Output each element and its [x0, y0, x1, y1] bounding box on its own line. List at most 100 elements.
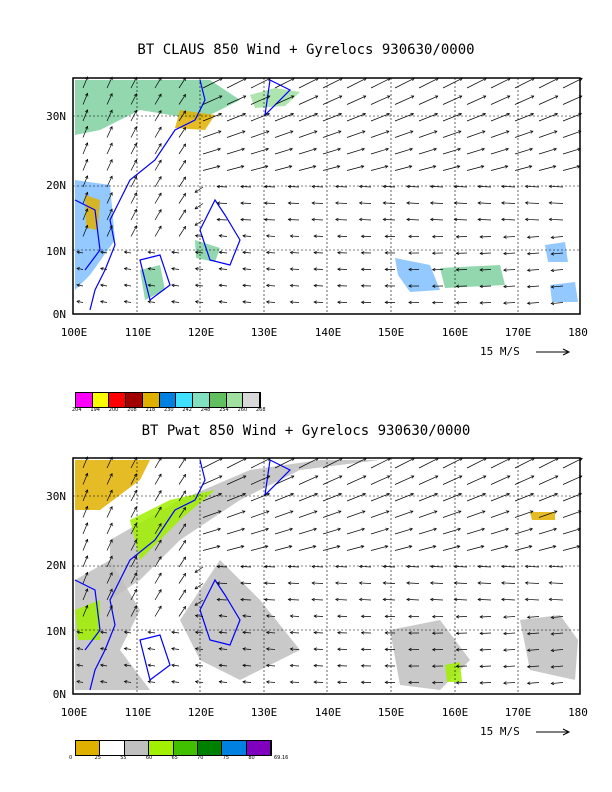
wind-vector-head — [263, 564, 268, 569]
wind-vector-head — [216, 545, 221, 549]
panel2-colorbar-label: 65 — [171, 755, 178, 761]
wind-vector-head — [433, 527, 438, 532]
wind-vector-head — [384, 680, 389, 685]
wind-vector-head — [265, 663, 270, 668]
wind-vector-head — [382, 217, 387, 222]
wind-vector — [178, 226, 186, 237]
wind-vector — [202, 458, 223, 469]
wind-vector — [418, 130, 438, 138]
wind-vector — [335, 219, 348, 221]
wind-vector — [130, 77, 137, 89]
wind-vector-head — [384, 284, 389, 288]
wind-vector-head — [314, 492, 319, 497]
wind-vector — [274, 528, 293, 535]
wind-vector-head — [158, 176, 162, 180]
wind-vector — [322, 113, 342, 122]
wind-vector — [551, 252, 564, 255]
wind-vector-head — [406, 184, 410, 189]
wind-vector — [106, 572, 113, 584]
wind-vector — [501, 582, 516, 584]
wind-vector-head — [218, 267, 223, 271]
wind-vector — [106, 93, 113, 105]
wind-vector — [106, 489, 113, 502]
panel2-colorbar — [75, 740, 272, 756]
wind-vector-head — [406, 581, 410, 585]
wind-vector-head — [431, 631, 436, 635]
field-contour-patch — [550, 282, 578, 302]
wind-vector-head — [431, 234, 436, 239]
wind-vector — [274, 130, 294, 138]
wind-vector-head — [550, 285, 555, 289]
wind-vector-head — [477, 217, 481, 222]
wind-vector-head — [434, 475, 439, 479]
wind-vector — [466, 165, 484, 171]
panel1-xtick-140e: 140E — [314, 326, 342, 339]
wind-vector-head — [218, 112, 223, 117]
wind-vector — [274, 510, 294, 518]
wind-vector — [195, 235, 204, 237]
wind-vector-head — [455, 631, 460, 636]
panel2-xtick-140e: 140E — [314, 706, 342, 719]
wind-vector — [480, 649, 492, 651]
wind-vector-head — [554, 475, 559, 479]
wind-vector-head — [479, 301, 483, 305]
wind-vector-head — [109, 505, 113, 510]
wind-vector-head — [99, 300, 104, 304]
wind-vector — [171, 631, 180, 634]
wind-vector — [171, 251, 180, 254]
wind-vector — [266, 251, 276, 254]
wind-vector-head — [429, 184, 434, 189]
wind-vector — [527, 269, 540, 271]
wind-vector-head — [242, 647, 246, 651]
wind-vector-head — [287, 217, 292, 222]
wind-vector — [226, 475, 246, 485]
wind-vector — [242, 301, 252, 303]
wind-vector-head — [123, 680, 128, 684]
wind-vector — [178, 523, 186, 535]
wind-vector-head — [528, 545, 533, 549]
wind-vector — [154, 176, 162, 188]
wind-vector — [442, 113, 462, 122]
wind-vector-head — [458, 492, 463, 497]
wind-vector-head — [360, 267, 365, 272]
wind-vector-head — [85, 489, 89, 493]
wind-vector — [346, 148, 365, 155]
wind-vector-head — [182, 473, 186, 478]
wind-vector-head — [429, 201, 434, 205]
panel1-colorbar-swatch — [142, 393, 160, 407]
wind-vector — [490, 78, 511, 89]
wind-vector — [562, 95, 582, 105]
wind-vector-head — [335, 201, 339, 205]
wind-vector-head — [109, 555, 113, 560]
panel2-colorbar-swatch — [76, 741, 101, 755]
wind-vector — [346, 95, 366, 105]
wind-vector — [76, 300, 84, 303]
wind-vector-head — [408, 647, 412, 652]
wind-vector — [503, 236, 516, 238]
panel2-colorbar-label: 55 — [120, 755, 127, 761]
wind-vector — [359, 566, 372, 568]
wind-vector — [298, 113, 318, 122]
panel1-colorbar-swatch — [209, 393, 227, 407]
wind-vector-head — [216, 165, 221, 169]
wind-vector — [154, 605, 162, 617]
wind-vector-head — [526, 284, 531, 289]
wind-vector-head — [85, 472, 89, 477]
wind-vector — [394, 148, 413, 155]
wind-vector-head — [240, 201, 244, 205]
wind-vector-head — [133, 522, 137, 527]
wind-vector-head — [429, 564, 434, 569]
wind-vector-head — [314, 475, 319, 479]
wind-vector-head — [360, 647, 365, 652]
wind-vector-head — [382, 581, 387, 585]
wind-vector-head — [241, 130, 246, 134]
wind-vector-head — [410, 475, 415, 479]
wind-vector-head — [265, 147, 270, 152]
panel2-colorbar-swatch — [246, 741, 271, 755]
wind-vector — [178, 209, 186, 221]
wind-vector — [266, 235, 276, 237]
wind-vector — [442, 475, 462, 485]
wind-vector — [551, 616, 564, 618]
wind-vector — [346, 165, 364, 171]
wind-vector — [154, 473, 162, 485]
